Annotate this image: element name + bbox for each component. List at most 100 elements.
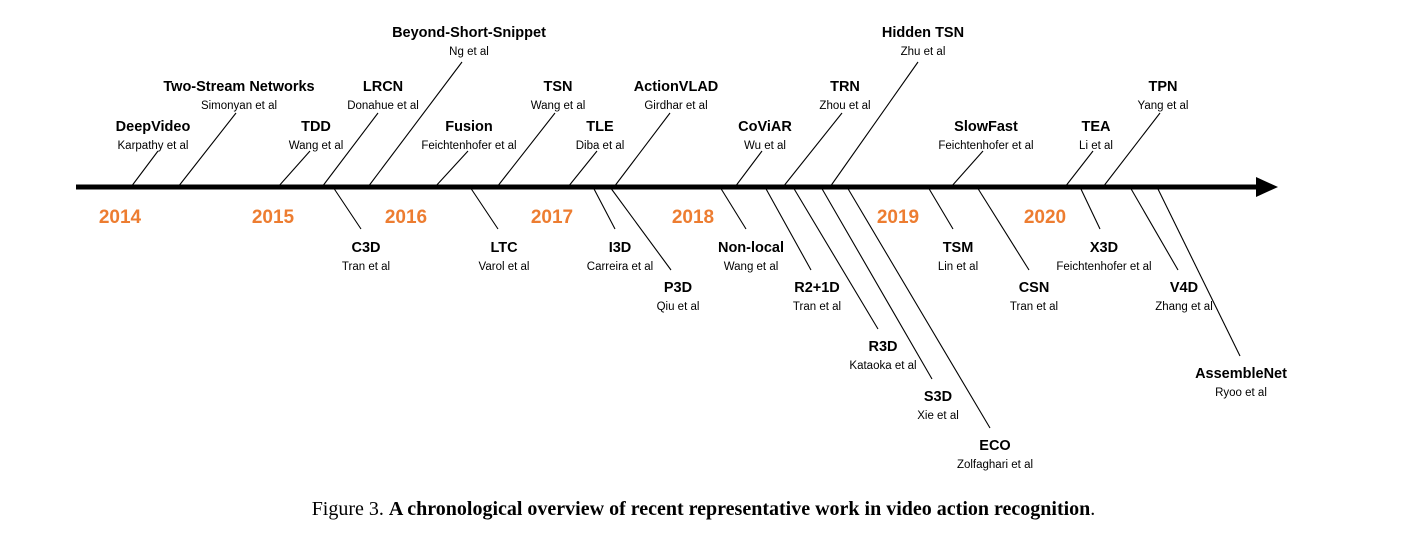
leader-line (469, 186, 499, 230)
leader-line (792, 186, 879, 330)
work-authors: Zhu et al (901, 46, 946, 58)
work-name: TEA (1082, 119, 1112, 135)
year-label-2016: 2016 (385, 207, 427, 228)
work-name: R2+1D (794, 280, 840, 296)
work-authors: Lin et al (938, 261, 978, 273)
work-actionvlad: ActionVLAD Girdhar et al (613, 79, 719, 188)
leader-line (609, 186, 672, 271)
work-name: Two-Stream Networks (163, 79, 314, 95)
work-name: TRN (830, 79, 860, 95)
work-name: Fusion (445, 119, 493, 135)
work-authors: Donahue et al (347, 100, 419, 112)
work-name: CoViAR (738, 119, 792, 135)
leader-line (719, 186, 747, 230)
leader-line (613, 112, 671, 188)
leader-line (829, 61, 919, 188)
leader-line (1079, 186, 1101, 230)
work-csn: CSN Tran et al (976, 186, 1058, 313)
caption-title: A chronological overview of recent repre… (388, 498, 1091, 520)
work-slowfast: SlowFast Feichtenhofer et al (938, 119, 1034, 188)
leader-line (277, 150, 311, 188)
leader-line (434, 150, 469, 188)
caption-suffix: . (1090, 498, 1096, 520)
work-authors: Zhang et al (1155, 301, 1213, 313)
work-name: Hidden TSN (882, 25, 964, 41)
work-tle: TLE Diba et al (567, 119, 625, 188)
work-fusion: Fusion Feichtenhofer et al (421, 119, 517, 188)
year-label-2018: 2018 (672, 207, 714, 228)
timeline-arrowhead (1256, 177, 1278, 197)
work-name: X3D (1090, 240, 1118, 256)
leader-line (1102, 112, 1161, 188)
work-authors: Wang et al (289, 140, 344, 152)
work-name: AssembleNet (1195, 366, 1287, 382)
work-name: TSM (943, 240, 974, 256)
leader-line (976, 186, 1030, 271)
work-x3d: X3D Feichtenhofer et al (1056, 186, 1152, 273)
work-authors: Feichtenhofer et al (938, 140, 1033, 152)
work-authors: Wu et al (744, 140, 786, 152)
leader-line (496, 112, 556, 188)
work-beyond-short-snippet: Beyond-Short-Snippet Ng et al (367, 25, 546, 188)
work-tsn: TSN Wang et al (496, 79, 585, 188)
leader-line (177, 112, 237, 188)
year-label-2019: 2019 (877, 207, 919, 228)
work-r3d: R3D Kataoka et al (792, 186, 917, 372)
leader-line (332, 186, 362, 230)
work-name: ActionVLAD (634, 79, 719, 95)
leader-line (130, 150, 159, 188)
year-label-2017: 2017 (531, 207, 573, 228)
work-v4d: V4D Zhang et al (1129, 186, 1213, 313)
work-authors: Tran et al (793, 301, 841, 313)
work-r2-1d: R2+1D Tran et al (764, 186, 841, 313)
leader-line (592, 186, 616, 230)
work-authors: Karpathy et al (118, 140, 189, 152)
work-name: I3D (609, 240, 632, 256)
work-trn: TRN Zhou et al (782, 79, 871, 188)
work-i3d: I3D Carreira et al (587, 186, 653, 273)
figure-caption: Figure 3. A chronological overview of re… (0, 498, 1407, 521)
work-p3d: P3D Qiu et al (609, 186, 700, 313)
work-tdd: TDD Wang et al (277, 119, 344, 188)
work-name: CSN (1019, 280, 1050, 296)
work-two-stream-networks: Two-Stream Networks Simonyan et al (163, 79, 315, 188)
work-name: TLE (586, 119, 614, 135)
leader-line (846, 186, 991, 429)
work-tsm: TSM Lin et al (927, 186, 978, 273)
work-name: V4D (1170, 280, 1198, 296)
leader-line (734, 150, 763, 188)
work-authors: Kataoka et al (849, 360, 916, 372)
work-authors: Qiu et al (657, 301, 700, 313)
work-name: C3D (351, 240, 380, 256)
work-tpn: TPN Yang et al (1102, 79, 1189, 188)
leader-line (820, 186, 933, 380)
year-label-2020: 2020 (1024, 207, 1066, 228)
leader-line (950, 150, 984, 188)
work-lrcn: LRCN Donahue et al (321, 79, 419, 188)
leader-line (1129, 186, 1179, 271)
work-eco: ECO Zolfaghari et al (846, 186, 1033, 471)
leader-line (1156, 186, 1241, 357)
leader-line (367, 61, 463, 188)
work-authors: Yang et al (1138, 100, 1189, 112)
work-name: S3D (924, 389, 952, 405)
work-authors: Ryoo et al (1215, 387, 1267, 399)
work-authors: Varol et al (479, 261, 530, 273)
work-name: SlowFast (954, 119, 1018, 135)
leader-line (567, 150, 598, 188)
year-label-2015: 2015 (252, 207, 295, 228)
work-hidden-tsn: Hidden TSN Zhu et al (829, 25, 964, 188)
work-authors: Zhou et al (819, 100, 870, 112)
leader-line (927, 186, 954, 230)
timeline-diagram: 2014 2015 2016 2017 2018 2019 2020 DeepVideo Ka… (76, 25, 1287, 471)
work-authors: Diba et al (576, 140, 625, 152)
work-authors: Girdhar et al (644, 100, 707, 112)
work-ltc: LTC Varol et al (469, 186, 530, 273)
work-s3d: S3D Xie et al (820, 186, 959, 422)
work-coviar: CoViAR Wu et al (734, 119, 792, 188)
work-tea: TEA Li et al (1064, 119, 1113, 188)
work-name: LRCN (363, 79, 403, 95)
work-authors: Zolfaghari et al (957, 459, 1033, 471)
leader-line (321, 112, 379, 188)
work-authors: Tran et al (1010, 301, 1058, 313)
